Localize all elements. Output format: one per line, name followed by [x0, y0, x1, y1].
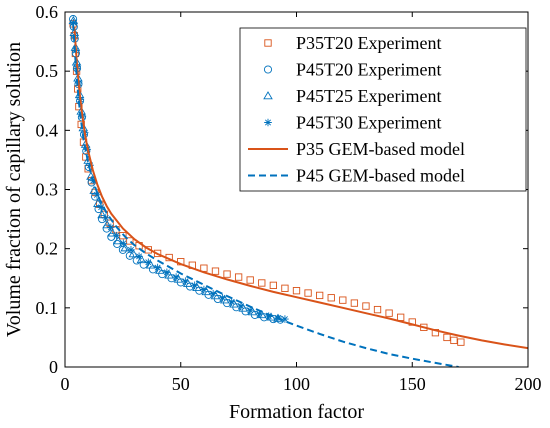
legend-item: P45T25 Experiment [263, 86, 441, 106]
legend-item: P45T20 Experiment [263, 60, 441, 80]
legend-label: P45T30 Experiment [296, 113, 441, 133]
data-point [135, 252, 143, 261]
legend-label: P45 GEM-based model [296, 166, 465, 186]
legend-item: P45T30 Experiment [264, 113, 441, 133]
data-point [339, 296, 347, 304]
data-point [93, 198, 103, 207]
y-tick-label: 0.2 [36, 239, 59, 259]
data-point [373, 305, 382, 314]
legend-box [239, 27, 527, 192]
data-point [362, 302, 370, 310]
axes: 0 50 100 150 200 0 0.1 0.2 0.3 0.4 0.5 0.6 Formation… [3, 2, 542, 423]
data-point [234, 273, 243, 281]
data-point [94, 204, 103, 214]
data-point [144, 258, 153, 267]
data-point [107, 232, 116, 241]
data-point [237, 302, 245, 310]
data-point [385, 309, 393, 317]
data-point [450, 336, 458, 345]
legend-marker [263, 91, 273, 100]
model-line [72, 23, 459, 367]
data-point [200, 285, 208, 294]
data-point [119, 239, 128, 248]
y-tick-label: 0.5 [36, 61, 59, 81]
data-point [153, 263, 162, 272]
data-point [200, 264, 208, 272]
legend-label: P45T20 Experiment [296, 60, 441, 80]
data-point [97, 203, 105, 212]
x-tick-label: 200 [515, 374, 542, 394]
data-point [246, 276, 254, 284]
series-6 [72, 23, 459, 367]
data-point [223, 270, 231, 278]
data-point [211, 267, 220, 275]
legend-marker [264, 118, 272, 127]
legend-item: P35 GEM-based model [248, 139, 465, 159]
legend-item: P45 GEM-based model [248, 166, 465, 186]
x-tick-label: 150 [399, 374, 426, 394]
x-axis-label: Formation factor [229, 401, 364, 423]
data-point [292, 287, 301, 295]
data-point [327, 294, 335, 302]
data-point [181, 277, 190, 286]
data-point [255, 309, 264, 318]
series-4 [69, 18, 289, 323]
data-point [69, 18, 78, 27]
x-tick-label: 50 [172, 374, 190, 394]
data-series [68, 15, 528, 367]
data-point [172, 273, 180, 281]
data-point [281, 284, 289, 292]
legend-label: P35 GEM-based model [296, 139, 465, 159]
data-point [86, 161, 94, 170]
data-point [258, 279, 266, 287]
y-tick-label: 0.4 [36, 120, 59, 140]
legend-marker [264, 39, 272, 47]
data-point [120, 243, 130, 252]
data-point [153, 249, 162, 258]
plot-area [68, 15, 528, 367]
data-point [281, 315, 289, 323]
data-point [125, 251, 134, 260]
legend-label: P35T20 Experiment [296, 33, 441, 53]
data-point [113, 236, 124, 245]
data-point [443, 333, 451, 342]
data-point [107, 228, 118, 237]
data-point [209, 289, 217, 298]
data-point [112, 231, 121, 240]
data-point [304, 289, 312, 297]
data-point [316, 291, 324, 300]
x-tick-label: 100 [283, 374, 310, 394]
data-point [163, 268, 171, 277]
y-tick-label: 0.6 [36, 2, 59, 22]
data-point [139, 260, 148, 269]
data-point [118, 245, 127, 254]
legend-label: P45T25 Experiment [296, 86, 441, 106]
data-point [246, 306, 254, 314]
legend: P35T20 Experiment P45T20 Experiment P45T25… [239, 27, 527, 192]
y-axis-label: Volume fraction of capillary solution [3, 42, 25, 337]
y-tick-label: 0.3 [36, 180, 59, 200]
data-point [126, 237, 134, 245]
data-point [264, 312, 273, 320]
y-tick-label: 0 [49, 357, 58, 377]
y-tick-label: 0.1 [36, 298, 59, 318]
data-point [269, 281, 277, 289]
series-5 [73, 26, 528, 350]
legend-item: P35T20 Experiment [264, 33, 441, 53]
x-tick-label: 0 [61, 374, 70, 394]
data-point [350, 299, 359, 307]
data-point [397, 313, 405, 321]
data-point [218, 293, 227, 302]
data-point [127, 246, 135, 254]
data-point [107, 223, 115, 232]
data-point [93, 191, 101, 199]
data-point [101, 214, 110, 222]
legend-marker [263, 65, 273, 74]
data-point [457, 338, 465, 346]
data-point [86, 171, 96, 180]
model-line [73, 26, 528, 350]
data-point [227, 298, 236, 306]
data-point [190, 281, 199, 290]
